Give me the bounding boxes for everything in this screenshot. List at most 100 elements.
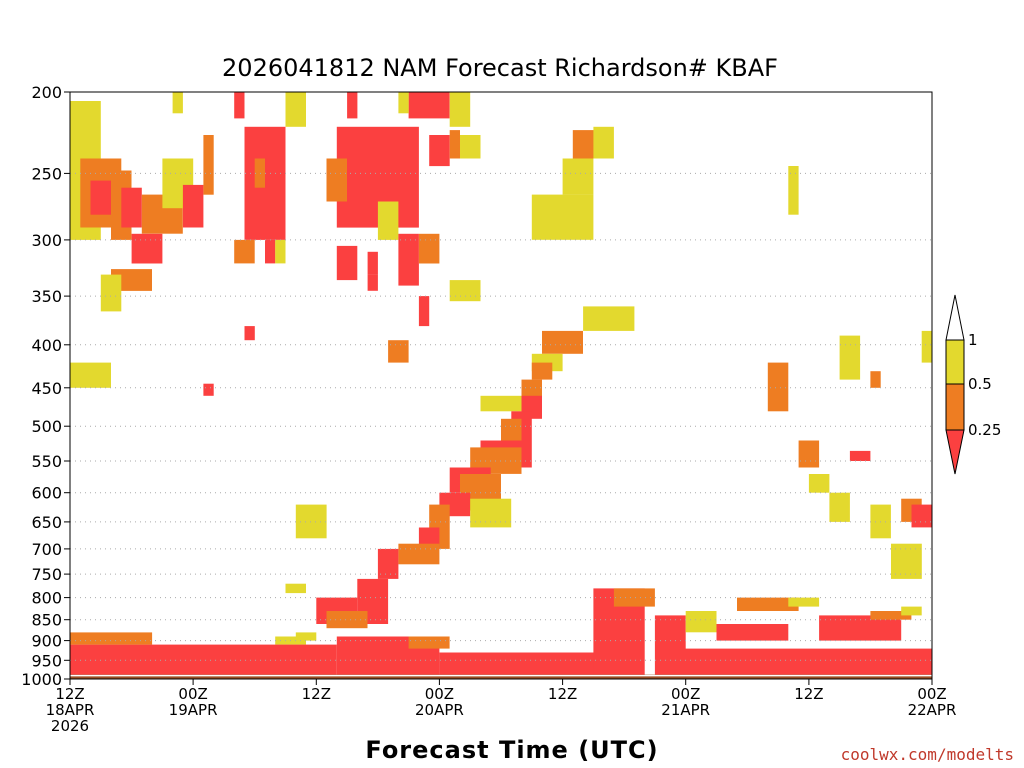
ri-region-28: [418, 233, 440, 264]
ri-region-37: [388, 340, 409, 363]
ri-region-99: [244, 326, 255, 341]
ground-layer: [70, 674, 932, 679]
ri-region-34: [460, 135, 481, 159]
ri-region-93: [870, 371, 881, 388]
y-tick-label-900: 900: [31, 632, 62, 651]
ri-region-49: [480, 395, 522, 412]
y-tick-label-400: 400: [31, 336, 62, 355]
ri-region-68: [70, 632, 153, 645]
gridlines: [70, 172, 932, 661]
credit-text: coolwx.com/modelts: [841, 745, 1014, 764]
ri-region-90: [891, 543, 922, 579]
y-tick-label-1000: 1000: [21, 670, 62, 689]
ri-region-58: [470, 498, 512, 528]
ri-region-7: [182, 184, 204, 228]
y-tick-label-450: 450: [31, 379, 62, 398]
x-tick-label-5-2: 21APR: [661, 701, 710, 719]
ri-region-22: [336, 126, 419, 228]
ri-region-92: [839, 335, 861, 380]
ri-region-75: [685, 611, 717, 633]
ri-region-83: [767, 362, 789, 412]
y-tick-label-550: 550: [31, 452, 62, 471]
y-tick-label-300: 300: [31, 231, 62, 250]
ri-region-2: [90, 180, 111, 215]
y-tick-label-700: 700: [31, 540, 62, 559]
x-tick-label-7-1: 00Z: [917, 685, 946, 703]
ri-region-43: [583, 306, 635, 331]
ri-region-33: [449, 130, 460, 159]
ri-region-42: [593, 126, 614, 159]
x-tick-label-0-2: 18APR: [46, 701, 95, 719]
ri-region-13: [172, 92, 183, 114]
ri-region-8: [203, 135, 214, 195]
y-tick-label-950: 950: [31, 651, 62, 670]
x-tick-label-0-3: 2026: [51, 717, 89, 735]
heatmap-regions: [70, 92, 932, 676]
y-tick-label-500: 500: [31, 417, 62, 436]
legend-label-0: 1: [968, 331, 978, 349]
ri-region-32: [429, 135, 450, 167]
ri-region-81: [870, 611, 912, 620]
y-tick-label-850: 850: [31, 611, 62, 630]
legend-bin-0: [945, 339, 965, 385]
x-tick-label-1-2: 19APR: [169, 701, 218, 719]
x-axis-label: Forecast Time (UTC): [365, 736, 658, 764]
ri-region-21: [347, 92, 358, 119]
ri-region-95: [788, 166, 799, 215]
y-tick-label-650: 650: [31, 513, 62, 532]
ri-region-35: [449, 280, 481, 302]
legend-label-2: 0.25: [968, 421, 1001, 439]
ri-region-79: [675, 648, 932, 676]
ri-region-78: [788, 597, 820, 607]
ri-region-89: [911, 504, 932, 528]
legend-label-1: 0.5: [968, 375, 992, 393]
ri-region-51: [501, 418, 522, 448]
x-tick-label-3-2: 20APR: [415, 701, 464, 719]
ri-region-9: [131, 233, 163, 264]
ground-band: [70, 674, 932, 679]
ri-region-18: [234, 239, 255, 264]
ri-region-73: [613, 588, 655, 607]
y-tick-label-600: 600: [31, 484, 62, 503]
ri-region-60: [398, 543, 440, 565]
x-tick-label-4-1: 12Z: [548, 685, 577, 703]
ri-region-23: [326, 158, 347, 202]
ri-region-76: [716, 624, 789, 641]
ri-region-30: [398, 92, 409, 114]
ri-region-17: [285, 92, 306, 127]
ri-region-26: [367, 251, 378, 275]
x-tick-label-5-1: 00Z: [671, 685, 700, 703]
y-tick-label-350: 350: [31, 287, 62, 306]
ri-region-71: [439, 652, 604, 676]
x-tick-label-3-1: 00Z: [425, 685, 454, 703]
ri-region-86: [829, 492, 850, 522]
ri-region-12: [70, 362, 111, 388]
ri-region-11: [100, 274, 122, 312]
ri-region-36: [418, 296, 430, 327]
ri-region-94: [921, 330, 932, 363]
ri-region-4: [121, 187, 142, 228]
ri-region-27: [398, 233, 419, 286]
ri-region-84: [798, 440, 820, 468]
ri-region-98: [203, 383, 214, 396]
ri-region-29: [408, 92, 450, 119]
x-tick-label-2-1: 12Z: [302, 685, 331, 703]
legend-top-arrow: [945, 294, 965, 341]
ri-region-67: [70, 644, 337, 676]
ri-region-24: [377, 201, 399, 240]
ri-region-77: [737, 597, 799, 611]
y-tick-label-250: 250: [31, 164, 62, 183]
y-tick-label-800: 800: [31, 589, 62, 608]
ri-region-19: [265, 239, 276, 264]
y-axis: 200 250 300 350 400 450 500 550 600 650 700 750 800 8…: [21, 83, 70, 689]
ri-region-40: [562, 158, 594, 195]
plot-frame: [69, 91, 933, 680]
ri-region-46: [531, 362, 553, 380]
ri-region-97: [285, 583, 306, 594]
ri-region-14: [234, 92, 245, 119]
x-tick-label-6-1: 12Z: [794, 685, 823, 703]
ri-region-61: [377, 548, 399, 579]
ri-region-85: [808, 474, 830, 493]
